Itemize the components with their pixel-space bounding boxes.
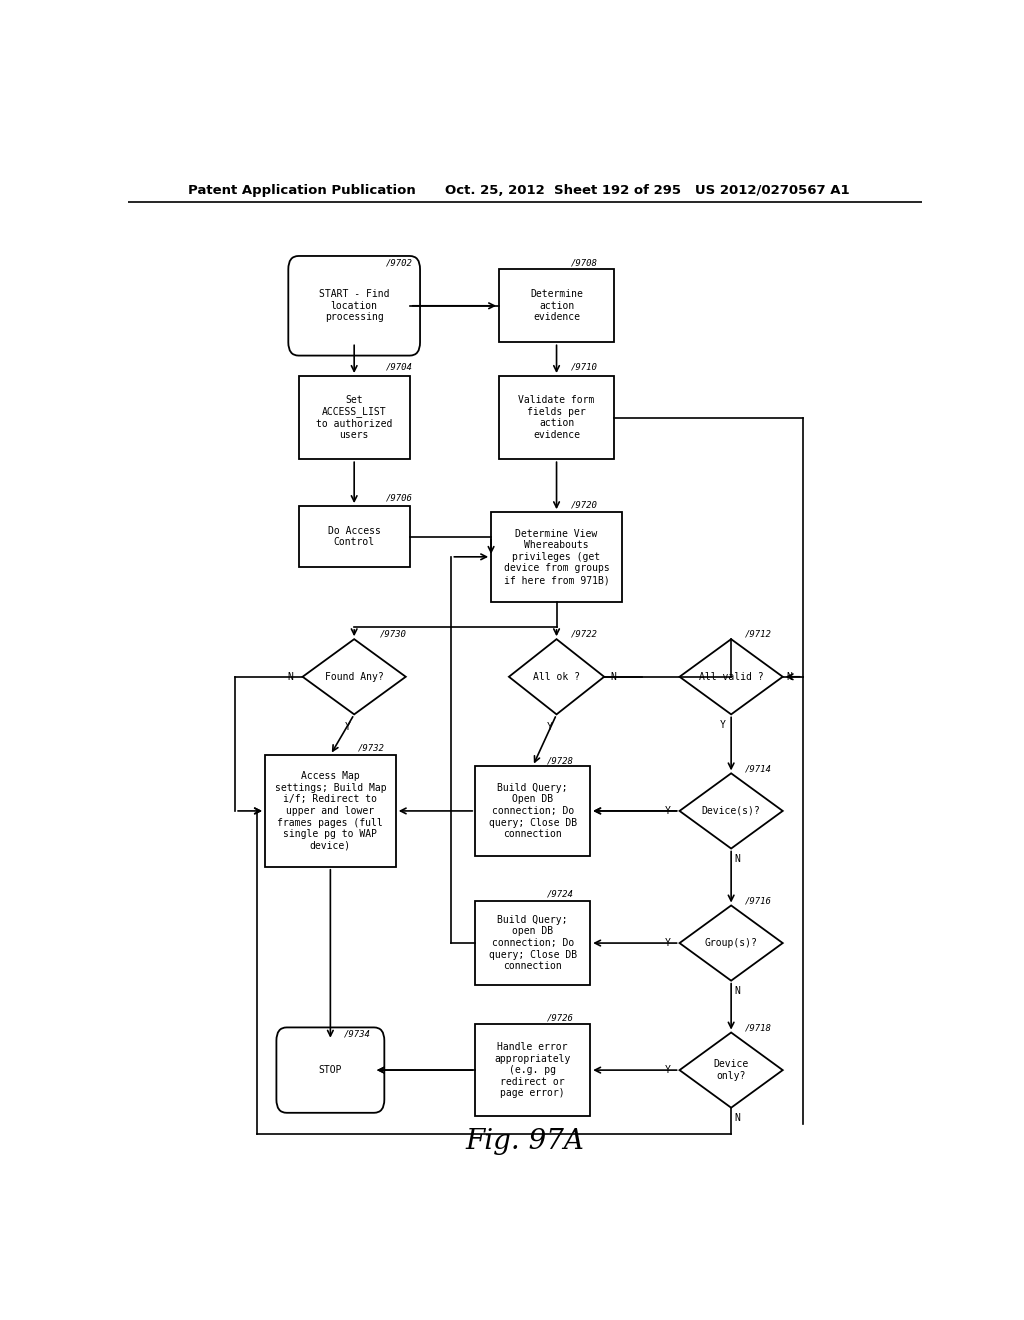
Text: /9724: /9724 [547,890,573,899]
Text: Handle error
appropriately
(e.g. pg
redirect or
page error): Handle error appropriately (e.g. pg redi… [495,1041,571,1098]
Text: /9710: /9710 [570,363,598,372]
Bar [499,376,614,459]
Text: /9734: /9734 [344,1030,371,1039]
Text: Patent Application Publication: Patent Application Publication [187,185,416,198]
Text: /9732: /9732 [358,744,385,752]
Text: /9704: /9704 [386,363,413,372]
Text: /9706: /9706 [386,494,413,503]
Text: Device(s)?: Device(s)? [701,807,761,816]
Text: Do Access
Control: Do Access Control [328,525,381,548]
Text: N: N [287,672,293,681]
Polygon shape [509,639,604,714]
Bar [299,506,410,568]
Bar [492,512,622,602]
Polygon shape [303,639,406,714]
Text: Determine View
Whereabouts
privileges (get
device from groups
if here from 971B): Determine View Whereabouts privileges (g… [504,528,609,585]
Text: N: N [734,986,740,995]
Text: Validate form
fields per
action
evidence: Validate form fields per action evidence [518,395,595,440]
Text: Y: Y [665,1065,671,1074]
FancyBboxPatch shape [289,256,420,355]
Text: All valid ?: All valid ? [698,672,764,681]
Text: START - Find
location
processing: START - Find location processing [318,289,389,322]
Text: Y: Y [665,807,671,816]
Bar [499,269,614,342]
Text: /9716: /9716 [745,896,772,906]
Text: Y: Y [547,722,553,731]
Text: Found Any?: Found Any? [325,672,384,681]
Text: Y: Y [665,939,671,948]
Text: Y: Y [720,719,726,730]
Text: Build Query;
open DB
connection; Do
query; Close DB
connection: Build Query; open DB connection; Do quer… [488,915,577,972]
Bar [475,902,590,985]
Text: /9712: /9712 [745,630,772,638]
Text: /9718: /9718 [745,1023,772,1032]
Text: Fig. 97A: Fig. 97A [465,1127,585,1155]
Polygon shape [680,906,782,981]
Text: /9714: /9714 [745,764,772,774]
Bar [299,376,410,459]
Text: N: N [734,854,740,863]
Text: Y: Y [345,722,351,731]
Bar [475,766,590,855]
Text: /9730: /9730 [380,630,407,638]
Text: Access Map
settings; Build Map
i/f; Redirect to
upper and lower
frames pages (fu: Access Map settings; Build Map i/f; Redi… [274,771,386,850]
Text: N: N [610,672,616,681]
Text: STOP: STOP [318,1065,342,1074]
Polygon shape [680,1032,782,1107]
Text: Device
only?: Device only? [714,1060,749,1081]
Text: Build Query;
Open DB
connection; Do
query; Close DB
connection: Build Query; Open DB connection; Do quer… [488,783,577,840]
Text: /9722: /9722 [570,630,598,638]
Text: N: N [786,672,792,681]
Text: /9702: /9702 [386,259,413,267]
Bar [475,1024,590,1115]
Text: /9708: /9708 [570,259,598,267]
Text: /9726: /9726 [547,1014,573,1022]
Text: /9720: /9720 [570,500,598,510]
Text: All ok ?: All ok ? [534,672,580,681]
Bar [265,755,396,867]
Text: /9728: /9728 [547,756,573,766]
Text: N: N [734,1113,740,1123]
Text: Oct. 25, 2012  Sheet 192 of 295   US 2012/0270567 A1: Oct. 25, 2012 Sheet 192 of 295 US 2012/0… [445,185,850,198]
Text: Group(s)?: Group(s)? [705,939,758,948]
Text: Set
ACCESS_LIST
to authorized
users: Set ACCESS_LIST to authorized users [316,395,392,441]
Polygon shape [680,639,782,714]
Polygon shape [680,774,782,849]
FancyBboxPatch shape [276,1027,384,1113]
Text: Determine
action
evidence: Determine action evidence [530,289,583,322]
